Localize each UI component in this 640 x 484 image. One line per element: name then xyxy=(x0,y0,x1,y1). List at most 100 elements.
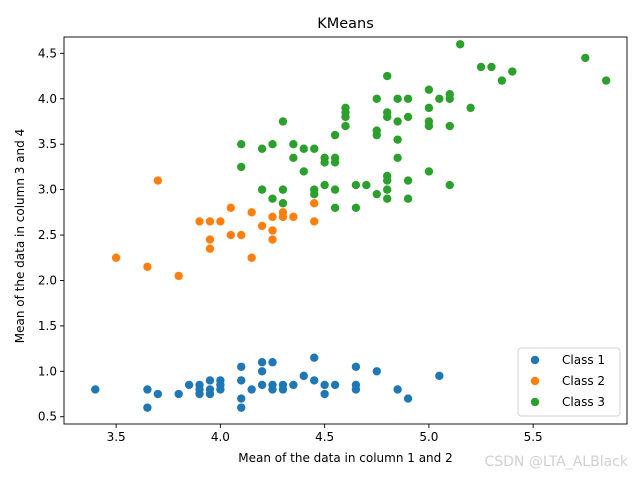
y-tick-label: 4.5 xyxy=(38,46,57,60)
y-tick-label: 2.0 xyxy=(38,273,57,287)
data-point xyxy=(299,371,308,381)
data-point xyxy=(435,94,444,103)
data-point xyxy=(216,217,225,226)
data-point xyxy=(278,385,288,394)
data-point xyxy=(601,76,611,85)
data-point xyxy=(257,144,267,153)
data-point xyxy=(435,371,444,381)
data-point xyxy=(351,203,361,212)
data-point xyxy=(257,185,267,194)
data-point xyxy=(330,380,340,390)
data-point xyxy=(424,121,434,131)
data-point xyxy=(487,62,496,72)
data-point xyxy=(351,180,361,190)
data-point xyxy=(310,217,319,226)
data-point xyxy=(393,135,402,144)
data-point xyxy=(310,199,319,208)
data-point xyxy=(268,235,277,244)
data-point xyxy=(247,385,256,394)
data-point xyxy=(268,194,277,203)
data-point xyxy=(247,253,256,262)
plot-frame xyxy=(63,36,628,425)
data-point xyxy=(268,358,277,367)
legend-label: Class 1 xyxy=(562,353,605,367)
series-3 xyxy=(237,40,611,212)
data-point xyxy=(205,389,215,399)
data-point xyxy=(393,385,402,394)
data-point xyxy=(205,217,215,226)
data-point xyxy=(403,176,413,185)
data-point xyxy=(383,176,392,185)
x-tick-label: 3.5 xyxy=(107,430,126,444)
data-point xyxy=(289,139,298,149)
data-point xyxy=(289,212,298,222)
data-point xyxy=(445,94,454,103)
data-point xyxy=(237,230,246,240)
data-point xyxy=(278,185,288,194)
data-point xyxy=(341,112,350,122)
data-point xyxy=(320,180,329,190)
data-point xyxy=(226,230,236,240)
data-point xyxy=(372,130,381,140)
data-point xyxy=(424,167,434,176)
data-point xyxy=(581,53,590,63)
legend: Class 1 Class 2 Class 3 xyxy=(517,347,621,417)
legend-box xyxy=(517,347,621,417)
data-point xyxy=(476,62,486,72)
data-point xyxy=(237,394,246,403)
data-point xyxy=(320,389,329,399)
data-point xyxy=(455,40,465,49)
data-point xyxy=(299,167,308,176)
plot-area xyxy=(63,36,628,425)
chart-title: KMeans xyxy=(317,16,374,32)
y-tick-label: 3.0 xyxy=(38,183,57,197)
data-point xyxy=(278,199,288,208)
data-point xyxy=(320,380,329,390)
data-point xyxy=(310,376,319,385)
data-point xyxy=(330,158,340,167)
data-point xyxy=(403,194,413,203)
data-point xyxy=(143,403,152,412)
data-point xyxy=(174,271,183,281)
legend-label: Class 3 xyxy=(562,395,605,409)
legend-marker xyxy=(530,355,540,365)
data-point xyxy=(351,385,361,394)
y-axis-title: Mean of the data in column 3 and 4 xyxy=(13,129,27,343)
data-point xyxy=(237,376,246,385)
data-point xyxy=(330,185,340,194)
data-point xyxy=(372,367,381,376)
data-point xyxy=(393,94,402,103)
data-point xyxy=(184,380,194,390)
y-tick-label: 0.5 xyxy=(38,410,57,424)
x-tick-label: 5.5 xyxy=(524,430,543,444)
data-point xyxy=(268,212,277,222)
series-1 xyxy=(91,353,444,412)
data-point xyxy=(372,189,381,199)
data-point xyxy=(216,385,225,394)
data-point xyxy=(153,389,163,399)
data-point xyxy=(268,139,277,149)
data-point xyxy=(445,121,454,131)
data-point xyxy=(257,380,267,390)
data-point xyxy=(393,117,402,126)
data-point xyxy=(143,385,152,394)
x-tick-label: 4.0 xyxy=(211,430,230,444)
data-point xyxy=(143,262,152,272)
data-point xyxy=(257,358,267,367)
data-point xyxy=(268,226,277,235)
data-point xyxy=(383,185,392,194)
data-point xyxy=(330,203,340,212)
data-point xyxy=(268,385,277,394)
y-tick-label: 3.5 xyxy=(38,137,57,151)
data-point xyxy=(299,144,308,153)
data-point xyxy=(330,130,340,140)
legend-marker xyxy=(530,376,540,386)
data-point xyxy=(195,385,204,394)
data-point xyxy=(257,221,267,231)
data-point xyxy=(320,158,329,167)
data-point xyxy=(403,94,413,103)
series-2 xyxy=(111,176,319,281)
data-point xyxy=(372,94,381,103)
